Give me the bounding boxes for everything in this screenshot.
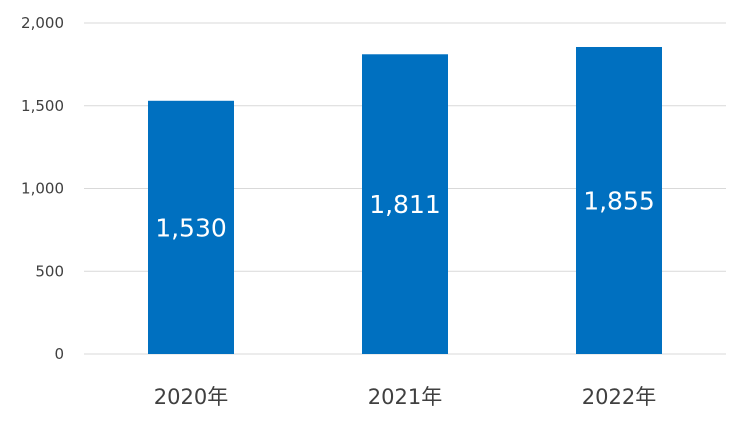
data-labels: 1,530 1,811 1,855 [155, 186, 655, 242]
data-label: 1,811 [369, 190, 441, 219]
x-tick-label: 2021年 [368, 385, 442, 409]
y-tick-label: 1,000 [21, 180, 64, 198]
bar [148, 100, 234, 354]
data-label: 1,855 [583, 186, 655, 215]
y-tick-label: 1,500 [21, 97, 64, 115]
bar [362, 54, 448, 354]
bar [576, 46, 662, 355]
x-tick-label: 2022年 [582, 385, 656, 409]
x-axis-tick-labels: 2020年 2021年 2022年 [154, 385, 656, 409]
y-tick-label: 2,000 [21, 14, 64, 32]
y-axis-tick-labels: 0 500 1,000 1,500 2,000 [21, 14, 64, 363]
bars [148, 46, 662, 355]
y-tick-label: 500 [35, 262, 64, 280]
y-tick-label: 0 [54, 345, 64, 363]
data-label: 1,530 [155, 213, 227, 242]
x-tick-label: 2020年 [154, 385, 228, 409]
